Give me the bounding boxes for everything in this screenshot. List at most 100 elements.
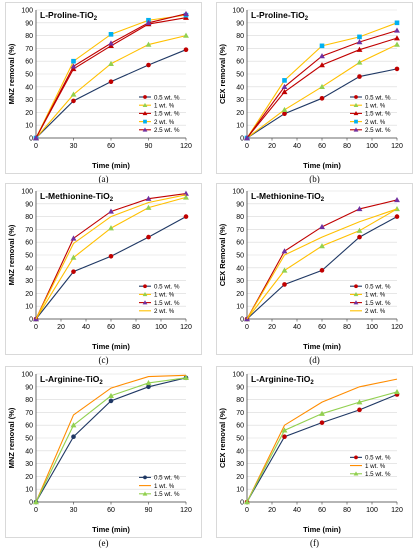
y-tick-label: 60 [236,59,244,66]
y-tick-label: 70 [236,410,244,417]
x-tick-label: 40 [82,324,90,331]
x-tick-label: 20 [268,507,276,514]
series-5 [33,10,189,141]
x-tick-label: 0 [34,507,38,514]
x-tick-label: 30 [70,507,78,514]
y-tick-label: 90 [236,20,244,27]
data-point [319,43,325,49]
y-tick-label: 40 [25,84,33,91]
y-tick-label: 70 [236,227,244,234]
series-3 [244,388,400,505]
series-3 [33,190,189,322]
x-tick-label: 40 [293,143,301,150]
legend-marker [142,111,148,116]
x-tick-label: 0 [34,324,38,331]
chart-frame [5,2,202,174]
data-point [108,79,114,84]
y-tick-label: 60 [25,59,33,66]
y-tick-label: 60 [236,240,244,247]
data-point [71,98,76,104]
legend: 0.5 wt. %1 wt. %1.5 wt. % [350,455,391,478]
y-tick-label: 70 [25,227,33,234]
data-point [244,499,250,505]
x-tick-label: 100 [155,324,167,331]
data-point [394,41,400,47]
legend-marker [142,292,148,297]
data-point [145,19,152,26]
data-point [394,66,400,72]
x-tick-label: 60 [107,324,115,331]
data-point [319,420,325,425]
y-tick-label: 50 [25,436,33,443]
data-point [319,268,325,273]
series-line [246,208,398,320]
legend-marker [354,119,358,124]
legend-marker [143,95,147,99]
y-tick-label: 30 [25,461,33,468]
chart-panel-2: 0 10 20 30 40 50 60 70 80 90 100 0 20 40 60 80 100 120 Tim… [216,2,413,184]
data-point [183,10,189,17]
y-tick-label: 30 [25,97,33,104]
data-point [70,254,77,260]
x-tick-label: 80 [132,324,140,331]
y-axis-label: CEX Removal (%) [218,223,227,286]
legend-label: 0.5 wt. % [154,475,180,482]
chart-title: L-Methionine-TiO2 [40,191,114,203]
chart-svg: 0 10 20 30 40 50 60 70 80 90 100 0 30 60 90 120 Time (mi… [5,366,202,538]
legend: 0.5 wt. %1 wt. %1.5 wt. %2 wt. % [139,284,180,315]
x-tick-label: 60 [318,507,326,514]
legend-label: 1.5 wt. % [154,491,180,498]
legend-label: 1.5 wt. % [365,471,391,478]
x-tick-label: 60 [107,143,115,150]
data-point [33,135,39,141]
legend-label: 2 wt. % [365,119,386,126]
x-tick-label: 60 [318,324,326,331]
data-point [183,374,189,381]
y-tick-label: 70 [25,410,33,417]
legend-label: 0.5 wt. % [365,284,391,291]
y-tick-label: 80 [236,214,244,221]
y-tick-label: 60 [25,240,33,247]
legend-marker [353,127,359,132]
y-tick-label: 20 [236,474,244,481]
data-point [319,410,325,416]
data-point [394,197,400,203]
panel-caption: (e) [98,538,109,548]
x-tick-label: 120 [391,507,403,514]
x-tick-label: 120 [391,324,403,331]
x-tick-label: 90 [145,507,153,514]
y-tick-label: 0 [29,317,33,324]
x-tick-label: 120 [391,143,403,150]
chart-title: L-Arginine-TiO2 [40,374,103,386]
data-point [146,234,151,240]
legend-label: 1 wt. % [365,103,386,110]
chart-panel-6: 0 10 20 30 40 50 60 70 80 90 100 0 20 40 60 80 100 120 Tim… [216,366,413,548]
data-point [70,235,77,241]
y-tick-label: 80 [236,397,244,404]
x-tick-label: 30 [70,143,78,150]
legend-marker [354,284,358,289]
data-point [356,59,363,65]
chart-frame [5,183,202,355]
data-point [71,58,76,64]
legend-label: 1.5 wt. % [365,300,391,307]
y-axis-label: MNZ removal (%) [7,407,16,468]
y-tick-label: 100 [21,189,33,196]
x-tick-label: 0 [34,143,38,150]
x-tick-label: 100 [366,143,378,150]
x-tick-label: 20 [268,324,276,331]
panel-caption: (a) [98,174,109,184]
legend-label: 2 wt. % [154,308,175,315]
chart-panel-5: 0 10 20 30 40 50 60 70 80 90 100 0 30 60 90 120 Time (mi… [5,366,202,548]
chart-title: L-Proline-TiO2 [40,10,98,22]
data-point [319,223,325,230]
data-point [319,83,325,90]
series-3 [244,197,400,322]
y-tick-label: 30 [25,278,33,285]
y-tick-label: 90 [25,20,33,27]
legend-marker [353,471,359,476]
data-point [108,225,114,231]
y-axis-label: MNZ removal (%) [7,224,16,285]
y-tick-label: 30 [236,278,244,285]
